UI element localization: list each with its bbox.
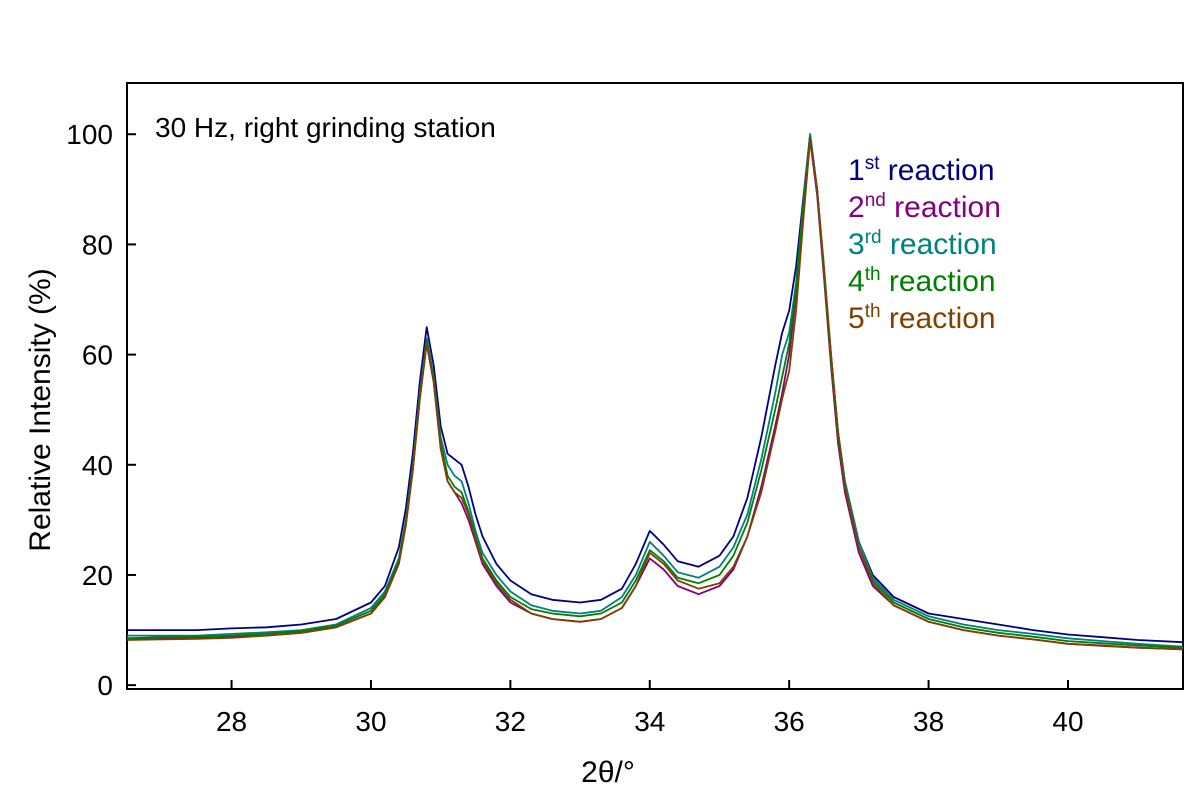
legend-text: reaction — [879, 154, 994, 187]
x-tick-label: 34 — [634, 706, 665, 737]
y-axis-label: Relative Intensity (%) — [24, 268, 57, 551]
x-axis-label: 2θ/° — [581, 756, 635, 789]
x-tick-label: 38 — [913, 706, 944, 737]
y-tick-label: 40 — [82, 450, 113, 481]
data-line — [127, 133, 1184, 648]
legend-text: reaction — [881, 265, 996, 298]
legend-entry: 1st reaction — [848, 153, 995, 187]
legend-entry: 3rd reaction — [848, 227, 997, 261]
legend-text: 3 — [848, 228, 865, 261]
legend-superscript: rd — [865, 227, 882, 248]
x-tick-label: 28 — [216, 706, 247, 737]
legend-text: 2 — [848, 191, 865, 224]
y-tick-label: 100 — [66, 119, 113, 150]
annotation: 30 Hz, right grinding station — [155, 112, 496, 143]
legend-text: reaction — [886, 191, 1001, 224]
plot-frame — [126, 82, 1184, 690]
data-line — [126, 138, 1184, 651]
legend-entry: 2nd reaction — [848, 190, 1001, 224]
data-line — [126, 136, 1184, 649]
legend-superscript: th — [865, 301, 881, 322]
x-tick-label: 32 — [495, 706, 526, 737]
legend-text: 4 — [848, 265, 865, 298]
legend-superscript: nd — [865, 190, 886, 211]
y-tick-label: 20 — [82, 560, 113, 591]
legend-entry: 4th reaction — [848, 264, 996, 298]
x-tick-label: 30 — [355, 706, 386, 737]
legend-entry: 5th reaction — [848, 301, 996, 335]
x-tick-label: 40 — [1052, 706, 1083, 737]
data-line — [127, 133, 1184, 644]
y-tick-label: 0 — [97, 670, 113, 701]
y-tick-label: 60 — [82, 340, 113, 371]
legend-text: reaction — [882, 228, 997, 261]
legend-superscript: th — [865, 264, 881, 285]
legend-text: reaction — [881, 302, 996, 335]
y-tick-label: 80 — [82, 229, 113, 260]
legend-text: 5 — [848, 302, 865, 335]
data-line — [127, 138, 1184, 651]
x-tick-label: 36 — [774, 706, 805, 737]
legend-text: 1 — [848, 154, 865, 187]
legend-superscript: st — [865, 153, 881, 174]
